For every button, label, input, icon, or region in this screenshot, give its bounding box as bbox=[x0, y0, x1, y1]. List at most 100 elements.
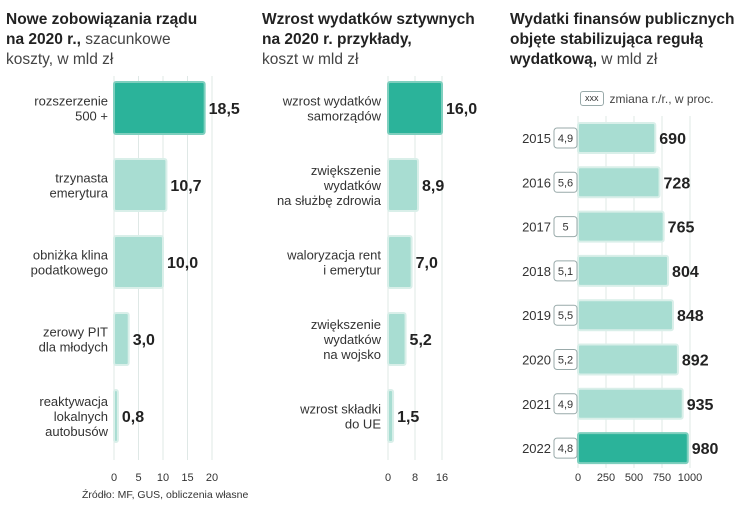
chart2-bar bbox=[387, 235, 413, 289]
chart2-value-label: 16,0 bbox=[446, 101, 477, 118]
chart1-category-label-line: emerytura bbox=[49, 186, 108, 201]
chart3-change-label: 5,5 bbox=[558, 310, 573, 322]
chart3-change-label: 4,9 bbox=[558, 133, 573, 145]
chart3-legend: xxx zmiana r./r., w proc. bbox=[580, 91, 714, 106]
chart1-category-label: obniżka klina podatkowego bbox=[31, 248, 109, 278]
chart3-bar bbox=[577, 254, 670, 287]
chart1-category-label-line: rozszerzenie bbox=[34, 94, 108, 109]
chart1-value-label: 18,5 bbox=[209, 101, 240, 118]
chart3-value-label: 892 bbox=[682, 353, 709, 370]
chart1-bar bbox=[113, 158, 168, 212]
chart3-category-label: 2022 bbox=[522, 441, 551, 456]
legend-sample-box: xxx bbox=[580, 91, 604, 106]
chart3-change-box bbox=[553, 393, 578, 415]
chart2-x-tick-label: 16 bbox=[436, 472, 448, 484]
chart2-category-label: zwiększenie wydatków na wojsko bbox=[311, 317, 382, 362]
chart2-category-label-line: wydatków bbox=[323, 178, 382, 193]
chart2-x-tick-label: 8 bbox=[412, 472, 418, 484]
chart3-value-label: 765 bbox=[668, 220, 695, 237]
chart1-x-tick-label: 0 bbox=[111, 472, 117, 484]
chart3-x-tick-label: 750 bbox=[653, 472, 671, 484]
chart3-change-label: 4,8 bbox=[558, 443, 573, 455]
chart1-value-label: 10,0 bbox=[167, 255, 198, 272]
chart3-category-label: 2019 bbox=[522, 308, 551, 323]
chart3-category-label: 2017 bbox=[522, 220, 551, 235]
chart2-value-label: 5,2 bbox=[410, 332, 432, 349]
chart1-category-label: zerowy PIT dla młodych bbox=[39, 325, 108, 355]
chart1-category-label-line: dla młodych bbox=[39, 340, 108, 355]
chart3-category-label: 2021 bbox=[522, 397, 551, 412]
chart1-category-label-line: 500 + bbox=[75, 109, 108, 124]
chart1-bar bbox=[113, 312, 130, 366]
chart2-category-label: waloryzacja rent i emerytur bbox=[286, 248, 382, 278]
chart2-category-label-line: do UE bbox=[345, 417, 381, 432]
chart3-bar bbox=[577, 166, 661, 199]
chart3-category-label: 2020 bbox=[522, 353, 551, 368]
chart1-category-label: rozszerzenie 500 + bbox=[34, 94, 108, 124]
chart1-bar bbox=[113, 235, 164, 289]
chart3-bar bbox=[577, 122, 657, 154]
chart2-value-label: 7,0 bbox=[416, 255, 438, 272]
chart1-category-label-line: autobusów bbox=[45, 424, 108, 439]
chart1-x-tick-label: 20 bbox=[206, 472, 218, 484]
chart3-change-box bbox=[553, 304, 578, 326]
source-note: Źródło: MF, GUS, obliczenia własne bbox=[82, 489, 249, 501]
chart1-category-label: trzynasta emerytura bbox=[49, 171, 108, 201]
chart2-bar bbox=[387, 81, 443, 135]
chart2-category-label-line: na wojsko bbox=[323, 347, 381, 362]
chart3-bar bbox=[577, 299, 674, 332]
chart3-title: Wydatki finansów publicznych objęte stab… bbox=[510, 11, 735, 68]
chart2-x-tick-label: 0 bbox=[385, 472, 391, 484]
chart3-value-label: 935 bbox=[687, 397, 714, 414]
chart3-bar bbox=[577, 432, 689, 465]
chart1-value-label: 3,0 bbox=[133, 332, 155, 349]
chart3-change-label: 5,1 bbox=[558, 266, 573, 278]
chart2-category-label-line: zwiększenie bbox=[311, 163, 381, 178]
chart3-change-label: 5,2 bbox=[558, 355, 573, 367]
chart3-change-box bbox=[553, 127, 578, 149]
chart3-change-box bbox=[553, 171, 578, 193]
chart2-bar bbox=[387, 389, 395, 443]
chart1-title: Nowe zobowiązania rządu na 2020 r., szac… bbox=[6, 11, 198, 68]
chart2-category-label: wzrost wydatków samorządów bbox=[282, 94, 382, 124]
chart1-bar bbox=[113, 389, 119, 443]
chart2-category-label: wzrost składki do UE bbox=[299, 402, 381, 432]
chart1-bar bbox=[113, 81, 206, 135]
chart3-bar bbox=[577, 210, 665, 243]
chart2-value-label: 1,5 bbox=[397, 409, 419, 426]
chart1-x-tick-label: 10 bbox=[157, 472, 169, 484]
chart1-category-label: reaktywacja lokalnych autobusów bbox=[39, 394, 108, 439]
chart2-category-label-line: wzrost wydatków bbox=[282, 94, 382, 109]
chart3-change-box bbox=[553, 216, 578, 238]
chart3-value-label: 728 bbox=[664, 175, 691, 192]
chart1-x-tick-label: 15 bbox=[181, 472, 193, 484]
chart3-value-label: 804 bbox=[672, 264, 699, 281]
chart3-change-label: 4,9 bbox=[558, 399, 573, 411]
chart1-category-label-line: obniżka klina bbox=[33, 248, 109, 263]
chart3-change-label: 5,6 bbox=[558, 177, 573, 189]
chart1-category-label-line: lokalnych bbox=[54, 409, 108, 424]
chart2-category-label-line: na służbę zdrowia bbox=[277, 193, 382, 208]
chart2-bar bbox=[387, 158, 420, 212]
chart3-x-tick-label: 1000 bbox=[678, 472, 702, 484]
chart1-category-label-line: trzynasta bbox=[55, 171, 109, 186]
chart3-value-label: 848 bbox=[677, 308, 704, 325]
legend-label: zmiana r./r., w proc. bbox=[609, 91, 714, 106]
chart2-title: Wzrost wydatków sztywnych na 2020 r. prz… bbox=[262, 11, 475, 68]
chart2-value-label: 8,9 bbox=[422, 178, 444, 195]
chart1-value-label: 0,8 bbox=[122, 409, 144, 426]
chart3-change-box bbox=[553, 437, 578, 459]
chart2-category-label-line: wydatków bbox=[323, 332, 382, 347]
chart3-x-tick-label: 250 bbox=[597, 472, 615, 484]
chart3-change-label: 5 bbox=[562, 222, 568, 234]
chart2-category-label: zwiększenie wydatków na służbę zdrowia bbox=[277, 163, 382, 208]
chart1-value-label: 10,7 bbox=[170, 178, 201, 195]
chart3-x-tick-label: 0 bbox=[575, 472, 581, 484]
chart3-value-label: 690 bbox=[659, 131, 686, 148]
chart3-bar bbox=[577, 387, 684, 420]
chart1-category-label-line: zerowy PIT bbox=[43, 325, 108, 340]
chart1-category-label-line: reaktywacja bbox=[39, 394, 108, 409]
chart3-category-label: 2016 bbox=[522, 175, 551, 190]
chart3-category-label: 2015 bbox=[522, 131, 551, 146]
